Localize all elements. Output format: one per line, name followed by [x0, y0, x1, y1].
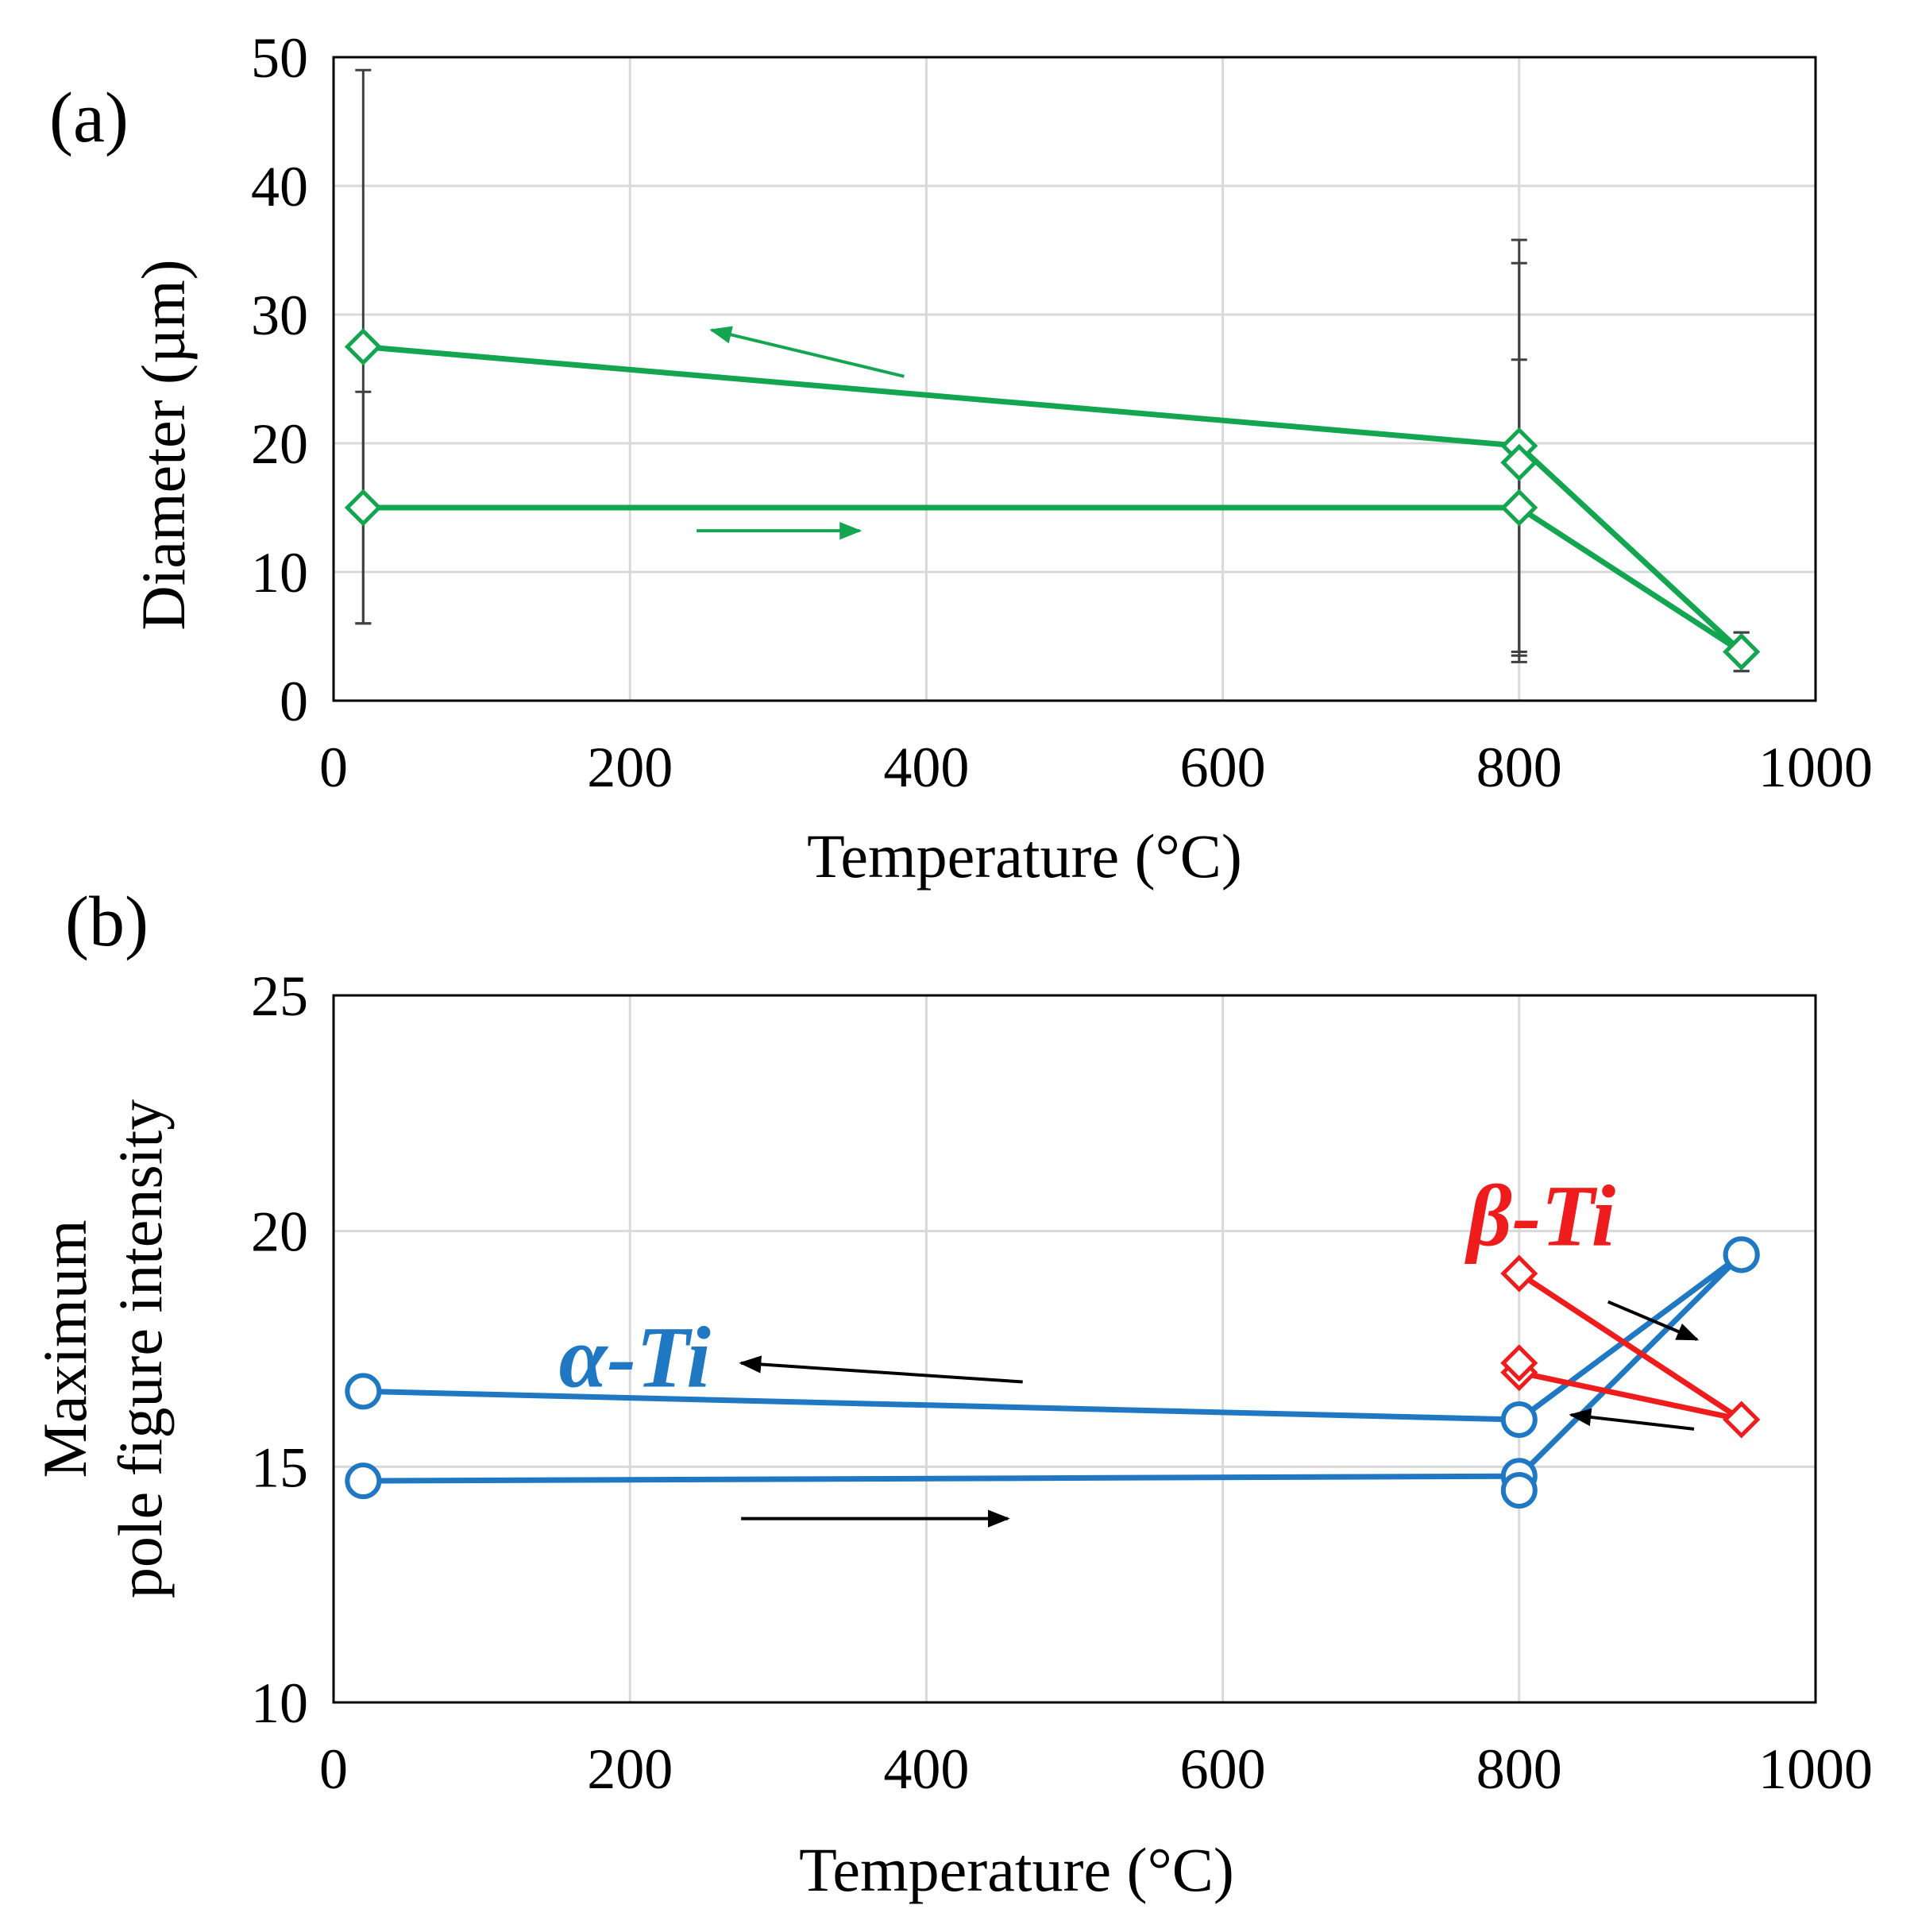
- series-line: [1519, 1370, 1742, 1423]
- panel-a-label: (a): [49, 79, 129, 157]
- data-point-circle: [1500, 1472, 1538, 1509]
- data-point-circle: [345, 1463, 382, 1500]
- x-tick-label: 1000: [1758, 736, 1873, 799]
- panel-a-xticks: 0 200 400 600 800 1000: [319, 736, 1873, 799]
- panel-a: (a) 0 200 400 600 800 1000 0 10 20 30 40 50 Temper…: [49, 26, 1873, 891]
- data-point-diamond: [1723, 632, 1761, 670]
- y-tick-label: 20: [251, 1200, 308, 1264]
- y-axis-label-line: Maximum: [30, 1220, 99, 1478]
- panel-a-errorbars: [355, 68, 1750, 673]
- y-tick-label: 10: [251, 541, 308, 605]
- direction-arrow: [1569, 1408, 1695, 1431]
- x-tick-label: 800: [1476, 1737, 1562, 1801]
- x-tick-label: 800: [1476, 736, 1562, 799]
- panel-a-yticks: 0 10 20 30 40 50: [251, 26, 308, 733]
- x-tick-label: 600: [1180, 736, 1266, 799]
- y-tick-label: 30: [251, 284, 308, 347]
- panel-a-markers: [344, 327, 1761, 670]
- y-tick-label: 25: [251, 964, 308, 1028]
- data-point-diamond: [344, 327, 382, 366]
- panel-a-arrows: [697, 326, 905, 540]
- y-axis-label-line: pole figure intensity: [106, 1099, 175, 1598]
- x-tick-label: 200: [587, 1737, 673, 1801]
- panel-b-yticks: 10 15 20 25: [251, 964, 308, 1735]
- panel-b-grid: [334, 995, 1816, 1702]
- data-point-circle: [1723, 1236, 1760, 1273]
- panel-a-grid: [334, 57, 1816, 701]
- direction-arrow: [709, 326, 905, 378]
- data-point-diamond: [1500, 489, 1538, 527]
- data-point-diamond: [1500, 443, 1538, 481]
- y-tick-label: 40: [251, 155, 308, 218]
- data-point-circle: [345, 1373, 382, 1410]
- y-tick-label: 0: [280, 670, 308, 733]
- data-point-circle: [1500, 1401, 1538, 1438]
- panel-b-annotations: α-Ti β-Ti: [559, 1167, 1616, 1405]
- panel-b-arrows: [739, 1300, 1700, 1528]
- panel-b-markers: [345, 1236, 1761, 1509]
- y-tick-label: 50: [251, 26, 308, 90]
- x-tick-label: 1000: [1758, 1737, 1873, 1801]
- panel-b: (b) α-Tiβ-Ti 0 200 400 600 800 1000 10152025 …: [30, 883, 1873, 1904]
- panel-b-ylabel: Maximum pole figure intensity: [30, 1099, 175, 1598]
- direction-arrow: [739, 1355, 1023, 1384]
- data-point-diamond: [1723, 1401, 1761, 1439]
- x-tick-label: 400: [883, 736, 969, 799]
- phase-label: α-Ti: [559, 1308, 712, 1405]
- panel-a-plot-frame: [332, 56, 1817, 702]
- series-line: [363, 504, 1743, 655]
- panel-b-xlabel: Temperature (°C): [799, 1835, 1234, 1904]
- panel-a-ylabel: Diameter (µm): [129, 259, 198, 630]
- panel-b-label: (b): [65, 883, 149, 961]
- data-point-diamond: [1500, 1254, 1538, 1293]
- y-tick-label: 10: [251, 1671, 308, 1735]
- y-tick-label: 15: [251, 1435, 308, 1499]
- panel-b-plot-frame: [332, 994, 1817, 1704]
- panel-a-series: [363, 344, 1744, 655]
- data-point-diamond: [1500, 1344, 1538, 1382]
- x-tick-label: 600: [1180, 1737, 1266, 1801]
- x-tick-label: 0: [319, 736, 348, 799]
- phase-label: β-Ti: [1464, 1167, 1615, 1264]
- direction-arrow: [1607, 1300, 1700, 1341]
- panel-a-xlabel: Temperature (°C): [807, 821, 1242, 891]
- series-line: [1517, 1271, 1743, 1422]
- x-tick-label: 0: [319, 1737, 348, 1801]
- panel-b-xticks: 0 200 400 600 800 1000: [319, 1737, 1873, 1801]
- x-tick-label: 200: [587, 736, 673, 799]
- series-line: [363, 344, 1744, 655]
- x-tick-label: 400: [883, 1737, 969, 1801]
- data-point-diamond: [344, 489, 382, 527]
- y-tick-label: 20: [251, 412, 308, 476]
